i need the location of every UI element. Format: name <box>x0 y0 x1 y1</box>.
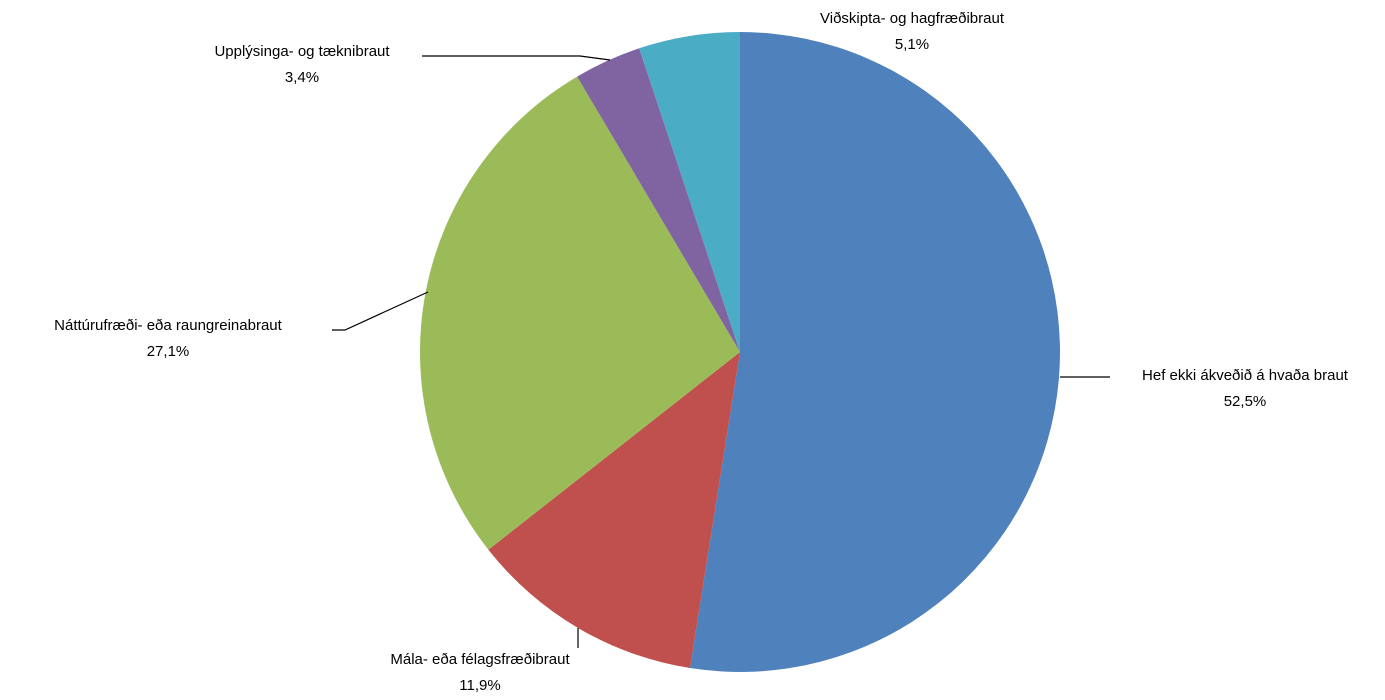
leader-line <box>422 55 611 61</box>
pie-slice <box>419 76 740 550</box>
slice-value-label: 27,1% <box>147 343 190 360</box>
slice-label: Upplýsinga- og tæknibraut <box>214 43 390 60</box>
pie-slice <box>577 48 740 352</box>
slice-value-label: 11,9% <box>459 677 500 694</box>
slice-value-label: 5,1% <box>895 36 929 53</box>
pie-slice <box>488 352 740 669</box>
slice-label: Náttúrufræði- eða raungreinabraut <box>54 317 282 334</box>
slice-value-label: 3,4% <box>285 69 319 86</box>
pie-slice <box>639 32 740 352</box>
slice-value-label: 52,5% <box>1224 393 1267 410</box>
leader-line <box>332 291 429 331</box>
slice-label: Viðskipta- og hagfræðibraut <box>820 10 1005 27</box>
slice-label: Hef ekki ákveðið á hvaða braut <box>1142 367 1349 384</box>
slice-label: Mála- eða félagsfræðibraut <box>390 651 570 668</box>
pie-slice <box>689 32 1061 672</box>
